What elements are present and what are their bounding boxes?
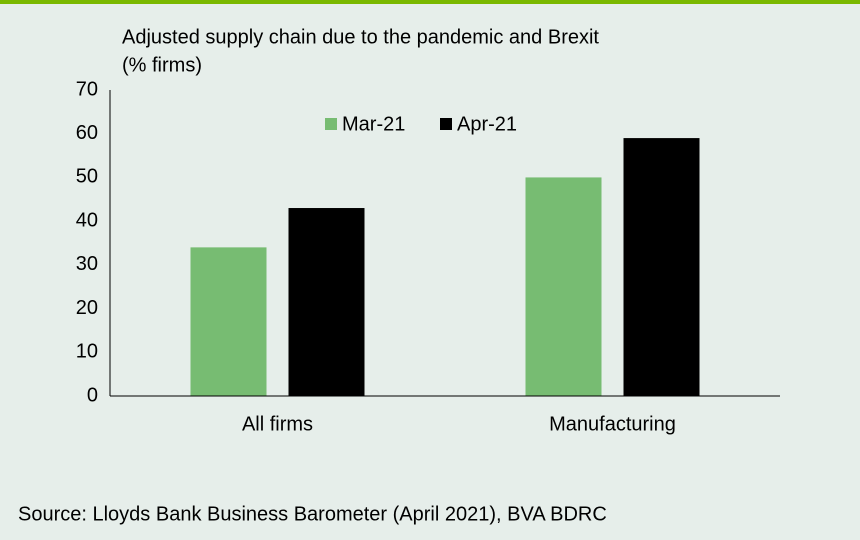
y-tick-label: 50: [76, 166, 98, 188]
y-tick-label: 70: [76, 78, 98, 100]
source-note: Source: Lloyds Bank Business Barometer (…: [18, 503, 607, 525]
legend-swatch: [325, 118, 337, 130]
bar: [190, 247, 267, 396]
bar: [525, 177, 602, 396]
y-tick-label: 60: [76, 122, 98, 144]
x-tick-label: Manufacturing: [549, 413, 676, 435]
bar: [288, 208, 365, 396]
top-rule: [0, 0, 860, 4]
legend-swatch: [440, 118, 452, 130]
y-tick-label: 10: [76, 341, 98, 363]
y-tick-label: 30: [76, 253, 98, 275]
legend-label: Mar-21: [342, 113, 405, 135]
chart-subtitle: (% firms): [122, 54, 202, 76]
y-tick-label: 20: [76, 297, 98, 319]
y-tick-label: 0: [87, 384, 98, 406]
bar: [623, 138, 700, 397]
x-tick-label: All firms: [242, 413, 313, 435]
chart-title: Adjusted supply chain due to the pandemi…: [122, 26, 599, 48]
y-tick-label: 40: [76, 209, 98, 231]
legend-label: Apr-21: [457, 113, 517, 135]
